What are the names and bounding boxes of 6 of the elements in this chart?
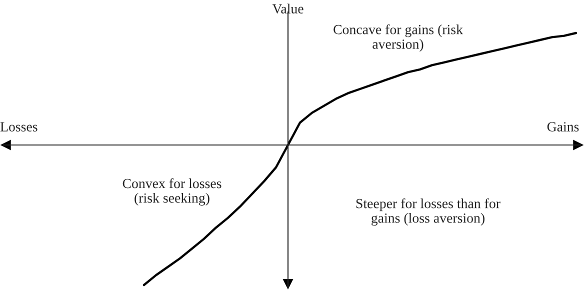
y-axis-title: Value xyxy=(272,4,304,14)
annotation: Losses xyxy=(0,122,38,132)
annotation: Steeper for losses than for gains (loss aversion) xyxy=(356,198,500,226)
annotation: Convex for losses (risk seeking) xyxy=(122,178,222,206)
annotation: Concave for gains (risk aversion) xyxy=(334,24,463,52)
annotation: Gains xyxy=(547,122,579,132)
